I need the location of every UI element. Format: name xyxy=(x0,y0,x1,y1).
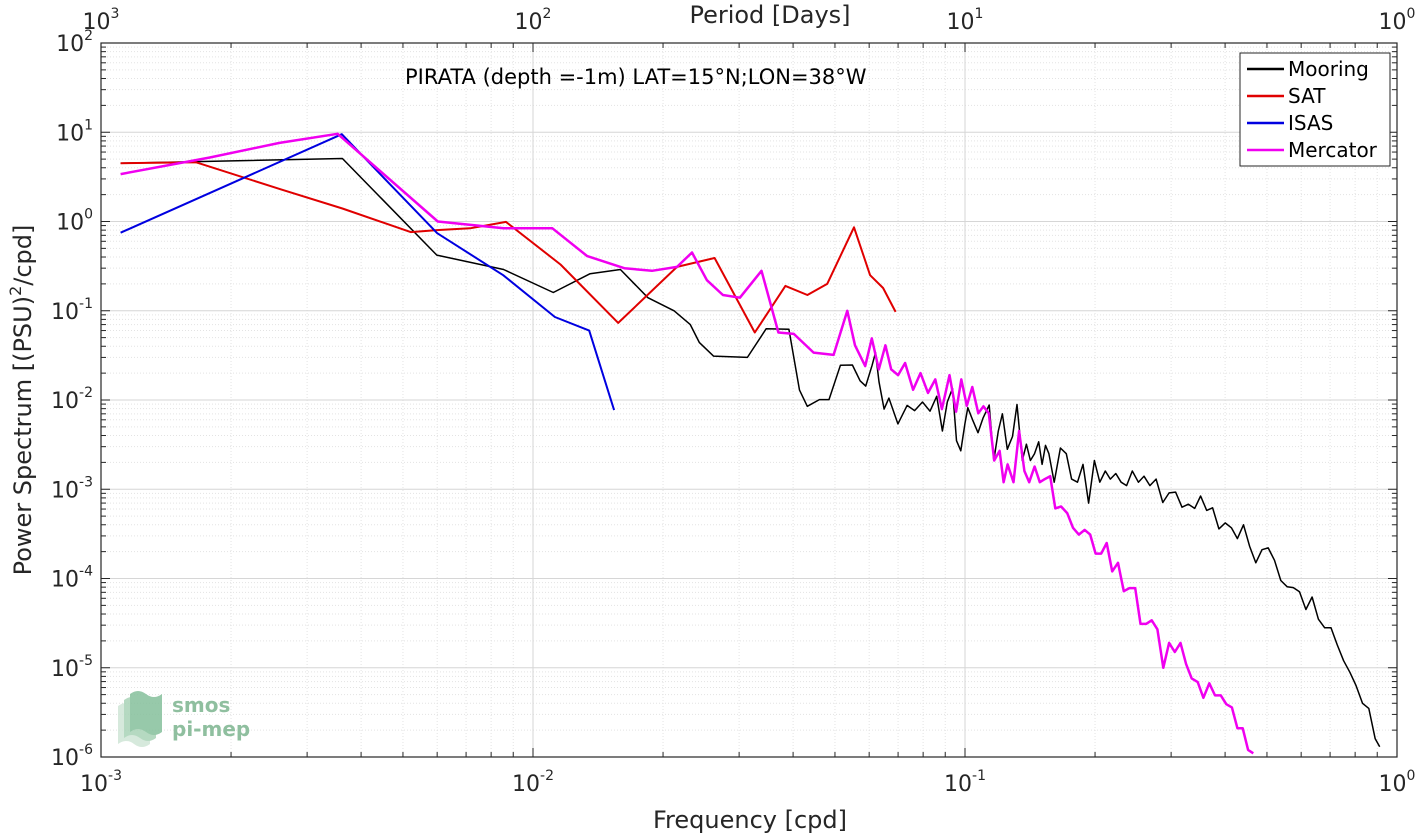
y-axis-label: Power Spectrum [(PSU)2/cpd] xyxy=(6,225,37,576)
y-tick-label: 10-1 xyxy=(51,296,93,325)
x-axis: 10-3 10-2 10-1 100 xyxy=(80,43,1415,797)
series-layer xyxy=(120,132,1381,755)
y-tick-label: 101 xyxy=(56,117,93,146)
plot-area xyxy=(120,132,1381,755)
y-tick-label: 10-5 xyxy=(51,653,93,682)
top-period-axis: 103 102 101 100 xyxy=(83,6,1416,52)
y-tick-label: 10-3 xyxy=(51,474,93,503)
y-tick-label: 10-6 xyxy=(51,742,93,771)
y-tick-label: 102 xyxy=(56,28,93,57)
x-tick-label: 10-1 xyxy=(944,768,986,797)
y-tick-label: 10-2 xyxy=(51,385,93,414)
logo-waves-icon xyxy=(118,691,162,747)
top-tick-label: 102 xyxy=(515,6,552,35)
y-axis-label-main: Power Spectrum [(PSU) xyxy=(9,296,37,575)
legend-label-sat: SAT xyxy=(1288,84,1326,108)
y-axis-label-tail: /cpd] xyxy=(9,225,37,286)
legend: Mooring SAT ISAS Mercator xyxy=(1239,52,1391,167)
x-tick-label: 10-2 xyxy=(512,768,554,797)
legend-box xyxy=(1239,52,1391,167)
top-axis-label: Period [Days] xyxy=(689,1,850,29)
chart-title: PIRATA (depth =-1m) LAT=15°N;LON=38°W xyxy=(405,65,867,89)
y-tick-label: 10-4 xyxy=(51,564,93,593)
series-line-sat xyxy=(120,161,897,334)
y-axis: 102 101 100 10-1 10-2 10-3 10-4 10-5 10-6 xyxy=(51,28,1397,771)
top-tick-label: 100 xyxy=(1379,6,1416,35)
x-tick-label: 100 xyxy=(1379,768,1416,797)
top-tick-label: 103 xyxy=(83,6,120,35)
smos-pi-mep-logo: smos pi-mep xyxy=(118,691,250,747)
series-line-isas xyxy=(120,133,616,411)
series-line-mooring xyxy=(120,157,1381,748)
x-tick-label: 10-3 xyxy=(80,768,122,797)
legend-label-isas: ISAS xyxy=(1288,111,1333,135)
top-tick-label: 101 xyxy=(947,6,984,35)
legend-label-mooring: Mooring xyxy=(1288,57,1369,81)
legend-label-mercator: Mercator xyxy=(1288,138,1378,162)
y-axis-label-exp: 2 xyxy=(6,286,25,296)
x-axis-label: Frequency [cpd] xyxy=(653,806,847,834)
y-tick-label: 100 xyxy=(56,207,93,236)
logo-line2: pi-mep xyxy=(172,717,250,741)
logo-line1: smos xyxy=(172,693,230,717)
series-line-mercator xyxy=(120,132,1254,755)
